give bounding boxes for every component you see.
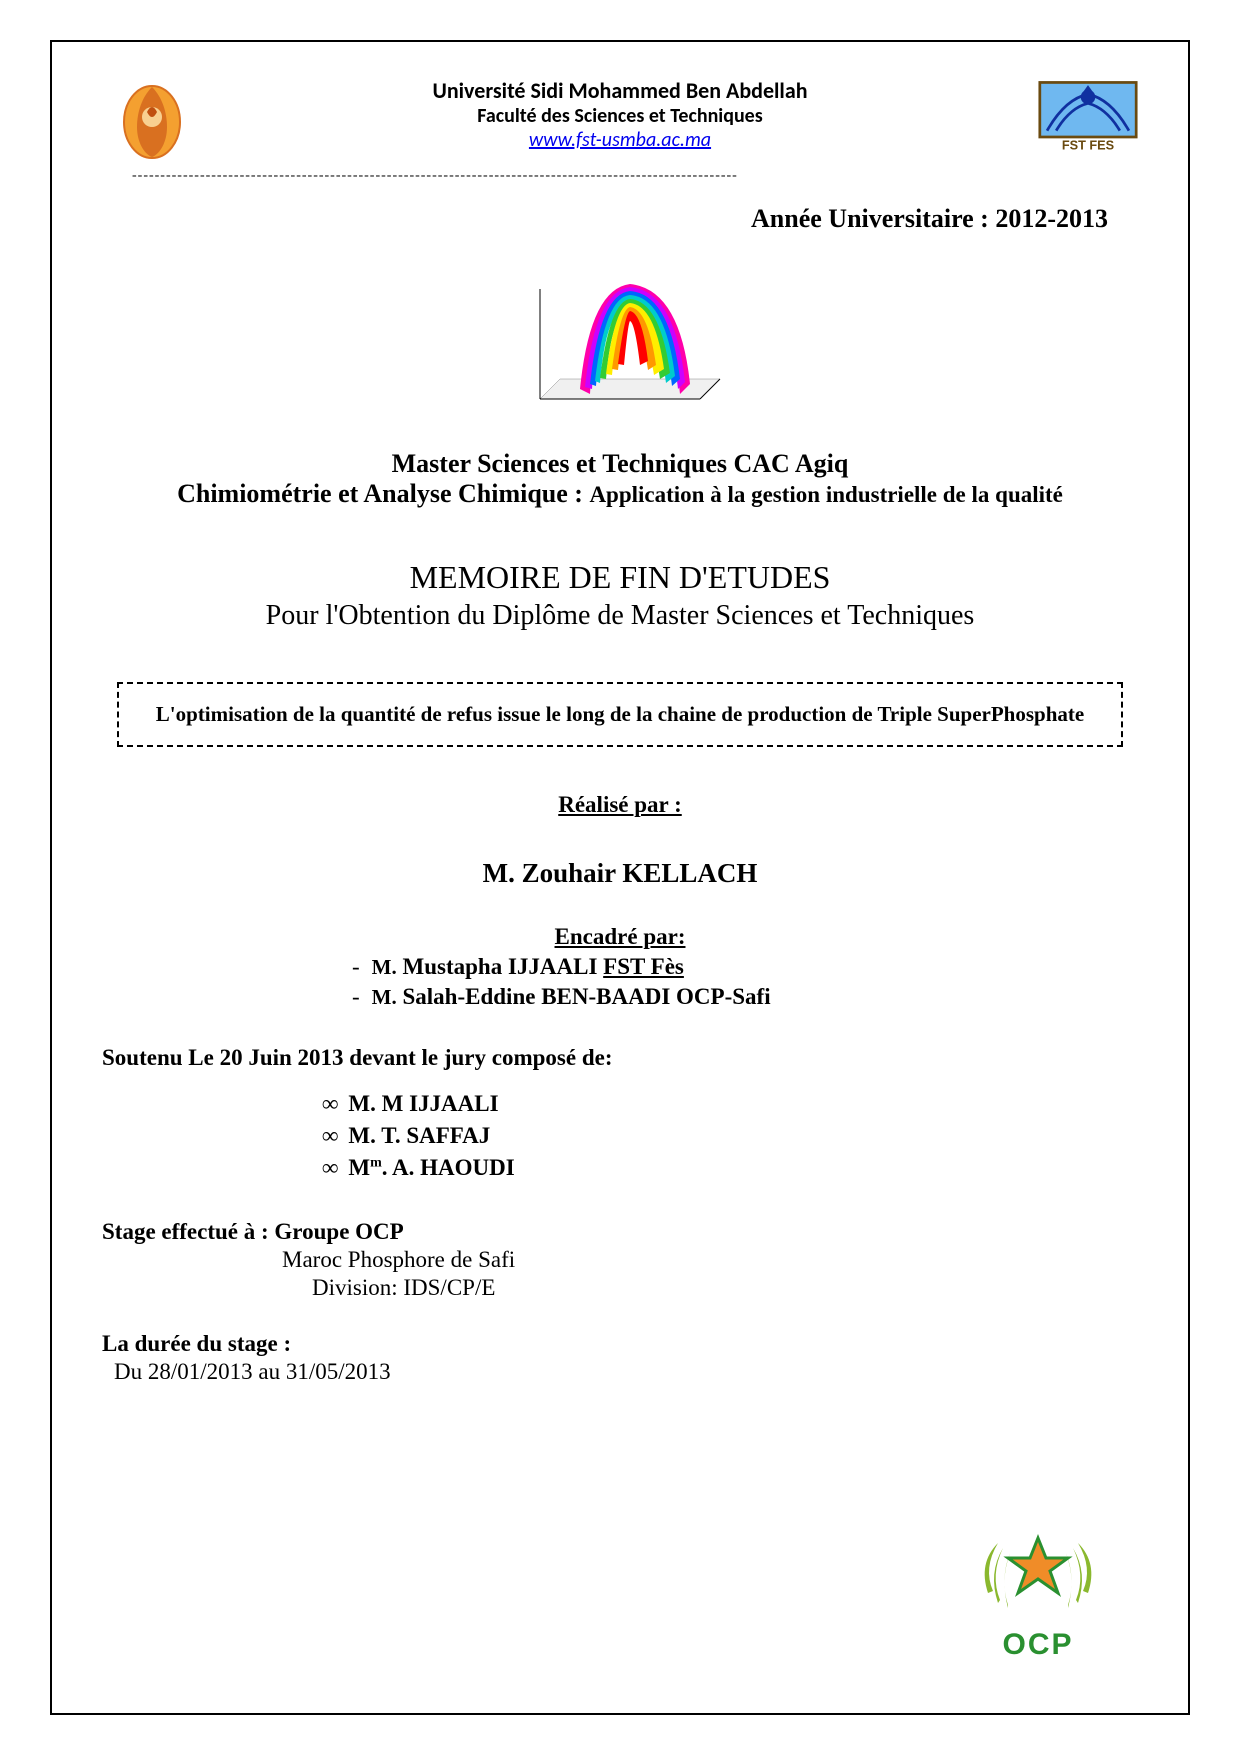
surface-plot-icon	[510, 259, 730, 429]
header-row: Université Sidi Mohammed Ben Abdellah Fa…	[102, 72, 1138, 162]
realise-par-label: Réalisé par :	[102, 792, 1138, 818]
website-link[interactable]: www.fst-usmba.ac.ma	[529, 128, 711, 152]
stage-sub-2: Division: IDS/CP/E	[102, 1275, 1138, 1301]
fst-fes-icon: FST FES	[1038, 77, 1138, 157]
supervisor-1: -M. Mustapha IJJAALI FST Fès	[102, 954, 1138, 980]
program-sub-bold: Chimiométrie et Analyse Chimique :	[177, 479, 589, 508]
faculty-name: Faculté des Sciences et Techniques	[222, 104, 1018, 128]
header-divider: ----------------------------------------…	[132, 168, 1108, 186]
ocp-logo: OCP	[968, 1513, 1108, 1653]
duree-label: La durée du stage :	[102, 1331, 1138, 1357]
ocp-logo-icon	[968, 1513, 1108, 1623]
jury-member-1: ∞M. M IJJAALI	[322, 1091, 1138, 1117]
stage-line: Stage effectué à : Groupe OCP	[102, 1219, 1138, 1245]
fst-logo-right: FST FES	[1038, 72, 1138, 162]
memoire-title: MEMOIRE DE FIN D'ETUDES	[102, 559, 1138, 596]
program-sub-light: Application à la gestion industrielle de…	[589, 482, 1062, 507]
author-name: M. Zouhair KELLACH	[102, 858, 1138, 889]
program-title: Master Sciences et Techniques CAC Agiq	[102, 449, 1138, 479]
jury-member-2: ∞M. T. SAFFAJ	[322, 1123, 1138, 1149]
academic-year: Année Universitaire : 2012-2013	[102, 204, 1138, 234]
stage-sub-1: Maroc Phosphore de Safi	[102, 1247, 1138, 1273]
jury-header: Soutenu Le 20 Juin 2013 devant le jury c…	[102, 1045, 1138, 1071]
thesis-title: L'optimisation de la quantité de refus i…	[149, 702, 1091, 727]
university-name: Université Sidi Mohammed Ben Abdellah	[222, 77, 1018, 104]
university-logo-left	[102, 72, 202, 162]
supervisor-2: -M. Salah-Eddine BEN-BAADI OCP-Safi	[102, 984, 1138, 1010]
svg-text:FST FES: FST FES	[1062, 138, 1114, 153]
header-center: Université Sidi Mohammed Ben Abdellah Fa…	[222, 72, 1018, 152]
program-subtitle: Chimiométrie et Analyse Chimique : Appli…	[102, 479, 1138, 509]
page-frame: Université Sidi Mohammed Ben Abdellah Fa…	[50, 40, 1190, 1715]
duree-value: Du 28/01/2013 au 31/05/2013	[102, 1359, 1138, 1385]
thesis-title-box: L'optimisation de la quantité de refus i…	[117, 682, 1123, 747]
usmba-crest-icon	[117, 72, 187, 162]
jury-member-3: ∞Mm. A. HAOUDI	[322, 1155, 1138, 1181]
memoire-subtitle: Pour l'Obtention du Diplôme de Master Sc…	[102, 600, 1138, 632]
jury-list: ∞M. M IJJAALI ∞M. T. SAFFAJ ∞Mm. A. HAOU…	[102, 1091, 1138, 1181]
ocp-logo-text: OCP	[968, 1628, 1108, 1662]
encadre-label: Encadré par:	[102, 924, 1138, 950]
